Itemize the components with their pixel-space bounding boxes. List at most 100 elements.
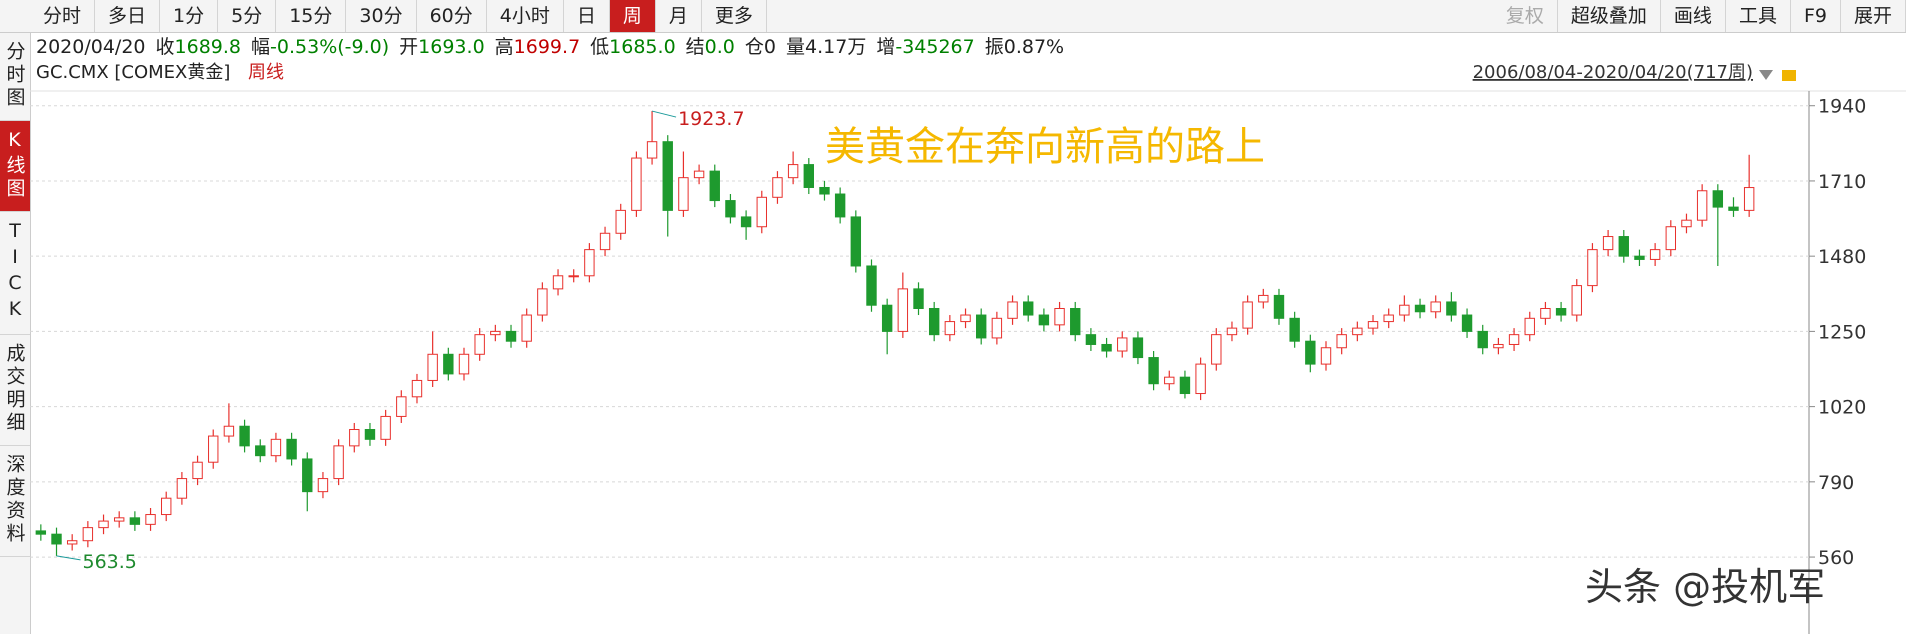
min-label: 563.5 bbox=[83, 551, 137, 573]
candle-body bbox=[1461, 314, 1473, 332]
candle-body bbox=[1211, 334, 1222, 365]
candle-body bbox=[1070, 307, 1081, 336]
candle-body bbox=[1493, 343, 1504, 349]
tool-button[interactable]: 画线 bbox=[1661, 0, 1726, 32]
candle-body bbox=[772, 177, 783, 198]
period-button[interactable]: 分时 bbox=[30, 0, 96, 32]
annotation: 美黄金在奔向新高的路上 bbox=[825, 124, 1265, 170]
candle-body bbox=[1132, 337, 1144, 359]
candle-body bbox=[1117, 337, 1128, 352]
candle-body bbox=[881, 304, 893, 332]
period-button[interactable]: 周 bbox=[609, 0, 656, 32]
candle-body bbox=[380, 415, 391, 440]
candle-body bbox=[1179, 376, 1191, 395]
candle-body bbox=[537, 288, 548, 316]
tool-button[interactable]: F9 bbox=[1791, 0, 1841, 32]
tool-button[interactable]: 超级叠加 bbox=[1558, 0, 1661, 32]
info-label: 结 bbox=[685, 36, 705, 58]
candle-body bbox=[1336, 334, 1347, 349]
candle-body bbox=[866, 265, 877, 306]
side-tab[interactable]: 分时图 bbox=[0, 33, 30, 121]
candle-body bbox=[1665, 226, 1677, 251]
candle-body bbox=[944, 321, 956, 336]
candle-body bbox=[113, 517, 125, 522]
candle-body bbox=[1023, 301, 1034, 316]
candle-body bbox=[584, 249, 595, 277]
period-button[interactable]: 更多 bbox=[702, 0, 767, 32]
info-label: 收 bbox=[155, 36, 175, 58]
candle-body bbox=[333, 445, 344, 480]
period-button[interactable]: 30分 bbox=[346, 0, 417, 32]
candle-body bbox=[756, 196, 767, 228]
symbol: GC.CMX [COMEX黄金] bbox=[36, 62, 230, 83]
candle-body bbox=[1305, 340, 1316, 365]
period-button[interactable]: 5分 bbox=[218, 0, 277, 32]
info-label: 低 bbox=[590, 36, 610, 58]
candle-body bbox=[239, 425, 250, 447]
period-button[interactable]: 月 bbox=[656, 0, 702, 32]
candle-body bbox=[897, 288, 909, 332]
candle-body bbox=[1508, 334, 1520, 345]
period-button[interactable]: 15分 bbox=[276, 0, 347, 32]
candle-body bbox=[1681, 219, 1692, 228]
side-tab[interactable]: 深度资料 bbox=[0, 446, 30, 557]
candle-body bbox=[364, 429, 376, 440]
candle-body bbox=[317, 478, 329, 493]
candle-body bbox=[1743, 187, 1755, 211]
period-button[interactable]: 日 bbox=[564, 0, 610, 32]
info-value: 1699.7 bbox=[513, 36, 581, 58]
info-label: 开 bbox=[399, 36, 419, 58]
candle-body bbox=[1101, 343, 1112, 352]
info-value: 0.87% bbox=[1003, 36, 1065, 58]
candle-body bbox=[1712, 190, 1724, 208]
candle-body bbox=[129, 517, 141, 525]
side-tab[interactable]: K线图 bbox=[0, 121, 30, 212]
candle-body bbox=[1085, 334, 1097, 345]
info-value: 4.17万 bbox=[805, 36, 867, 58]
info-value: 0.0 bbox=[704, 36, 735, 58]
period-button[interactable]: 4小时 bbox=[487, 0, 564, 32]
tool-button[interactable]: 工具 bbox=[1726, 0, 1791, 32]
period-buttons: 分时 多日 1分 5分 15分 30分 60分 4小时日周月更多 bbox=[0, 0, 767, 32]
candle-body bbox=[709, 170, 720, 202]
candle-body bbox=[1273, 294, 1285, 319]
period-button[interactable]: 1分 bbox=[160, 0, 219, 32]
candle-body bbox=[631, 157, 642, 211]
tool-button[interactable]: 复权 bbox=[1493, 0, 1558, 32]
y-tick-label: 1710 bbox=[1818, 171, 1866, 193]
y-tick-label: 1480 bbox=[1818, 246, 1866, 268]
info-value: 0 bbox=[763, 36, 776, 58]
info-value: -0.53%(-9.0) bbox=[270, 36, 390, 58]
date: 2020/04/20 bbox=[36, 36, 146, 58]
candle-body bbox=[662, 141, 673, 211]
y-tick-label: 1020 bbox=[1818, 397, 1866, 419]
candle-body bbox=[1618, 236, 1629, 257]
candle-body bbox=[928, 307, 940, 336]
lock-icon bbox=[1782, 70, 1796, 81]
candle-body bbox=[552, 275, 564, 290]
tool-button[interactable]: 展开 bbox=[1841, 0, 1906, 32]
candle-body bbox=[834, 193, 846, 218]
candle-body bbox=[521, 314, 532, 342]
info-label: 仓 bbox=[744, 36, 764, 58]
candle-body bbox=[1446, 301, 1457, 316]
info-item: 量4.17万 bbox=[786, 36, 866, 58]
candle-body bbox=[850, 216, 862, 267]
side-tab[interactable]: 成交明细 bbox=[0, 335, 30, 446]
candle-body bbox=[1007, 301, 1018, 319]
candle-body bbox=[599, 232, 611, 251]
info-item: 振0.87% bbox=[985, 36, 1064, 58]
candle-body bbox=[1399, 304, 1410, 316]
candle-body bbox=[474, 334, 485, 355]
candle-body bbox=[960, 314, 971, 323]
period-button[interactable]: 60分 bbox=[417, 0, 487, 32]
period-button[interactable]: 多日 bbox=[95, 0, 161, 32]
candle-body bbox=[1352, 327, 1363, 336]
candle-body bbox=[1414, 304, 1426, 313]
candle-body bbox=[427, 353, 438, 381]
candle-body bbox=[568, 275, 579, 278]
candle-body bbox=[1555, 307, 1567, 316]
side-tab[interactable]: TICK bbox=[0, 212, 30, 335]
candle-body bbox=[208, 435, 219, 463]
